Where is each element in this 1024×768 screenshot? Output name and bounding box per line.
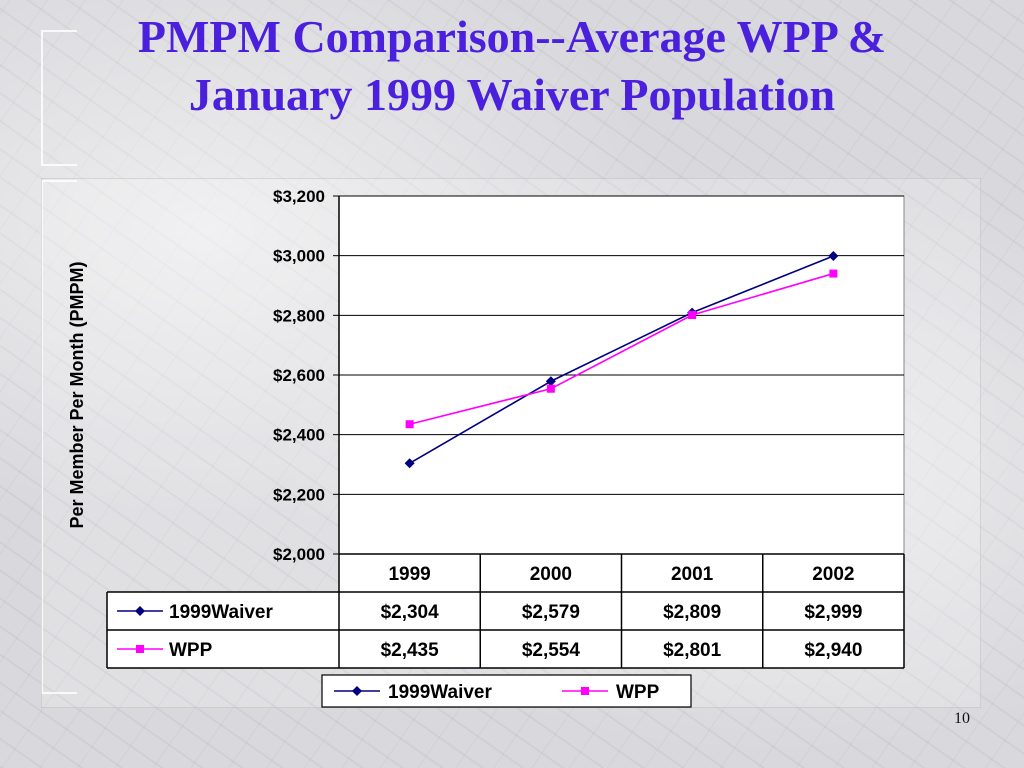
legend-marker — [581, 687, 589, 695]
series-line — [409, 272, 834, 426]
data-value-label: $2,579 — [522, 602, 580, 623]
category-label: 2001 — [671, 564, 714, 585]
y-tick-label: $2,400 — [273, 426, 325, 445]
data-value-label: $2,435 — [381, 640, 440, 661]
data-value-label: $2,999 — [804, 602, 862, 623]
data-value-label: $2,940 — [804, 640, 862, 661]
data-value-label: $2,801 — [663, 640, 722, 661]
chart-area: $2,000 $2,200 $2,400 $2,600 $2,800 $3,000 $3,2… — [41, 178, 981, 708]
decorative-frame-top — [41, 30, 77, 166]
category-label: 2002 — [812, 564, 854, 585]
series-line — [409, 255, 834, 464]
data-value-label: $2,554 — [522, 640, 581, 661]
line-chart: $2,000 $2,200 $2,400 $2,600 $2,800 $3,000 $3,2… — [41, 178, 981, 708]
data-point — [546, 384, 555, 393]
table-series-name: WPP — [169, 640, 213, 661]
slide-number: 10 — [954, 710, 970, 727]
legend-label: 1999Waiver — [388, 682, 492, 703]
data-point — [828, 250, 839, 261]
data-point — [545, 376, 556, 387]
data-point — [688, 311, 697, 320]
y-tick-label: $3,000 — [273, 247, 325, 266]
decorative-frame-bottom — [41, 180, 77, 694]
y-axis-title: Per Member Per Month (PMPM) — [67, 261, 87, 528]
data-value-label: $2,304 — [381, 602, 440, 623]
category-label: 2000 — [530, 564, 572, 585]
legend-label: WPP — [616, 682, 660, 703]
y-tick-label: $3,200 — [273, 187, 325, 206]
data-point — [404, 458, 415, 469]
table-legend-marker — [136, 645, 144, 653]
category-label: 1999 — [388, 564, 430, 585]
table-series-name: 1999Waiver — [169, 602, 273, 623]
legend-box — [321, 674, 692, 708]
data-value-label: $2,809 — [663, 602, 721, 623]
y-tick-label: $2,000 — [273, 545, 325, 564]
slide-title-line-1: PMPM Comparison--Average WPP & — [137, 11, 887, 62]
data-point — [829, 269, 838, 278]
slide-title: PMPM Comparison--Average WPP & January 1… — [0, 8, 1024, 124]
y-tick-label: $2,800 — [273, 306, 325, 325]
slide-title-line-2: January 1999 Waiver Population — [188, 69, 836, 120]
table-legend-marker — [135, 606, 145, 616]
y-tick-label: $2,600 — [273, 366, 325, 385]
y-tick-label: $2,200 — [273, 485, 325, 504]
data-point — [405, 420, 414, 429]
legend-marker — [352, 686, 362, 696]
